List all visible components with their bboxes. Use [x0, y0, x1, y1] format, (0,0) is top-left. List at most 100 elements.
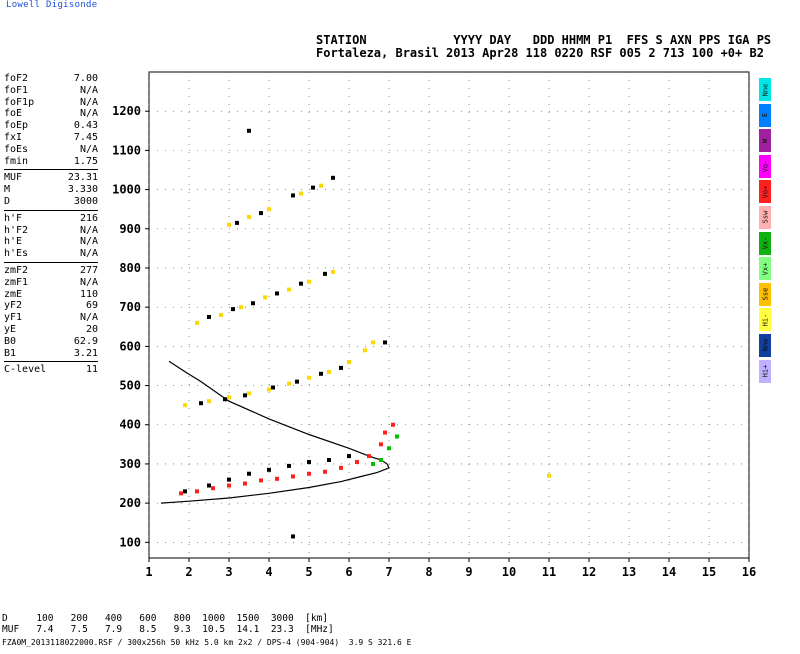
data-point	[219, 313, 223, 317]
data-point	[227, 483, 231, 488]
muf-table: D 100 200 400 600 800 1000 1500 3000 [km…	[2, 613, 334, 635]
param-key: MUF	[4, 172, 23, 184]
param-key: foE	[4, 108, 23, 120]
data-point	[379, 442, 383, 447]
param-key: B1	[4, 347, 17, 359]
param-value: 216	[79, 212, 98, 224]
data-point	[259, 211, 263, 216]
data-point	[211, 486, 215, 491]
x-tick-label: 8	[425, 565, 432, 579]
data-point	[179, 491, 183, 496]
data-point	[275, 291, 279, 296]
y-tick-label: 800	[119, 261, 141, 275]
data-point	[223, 397, 227, 402]
param-value: 0.43	[73, 120, 98, 132]
x-tick-label: 2	[185, 565, 192, 579]
data-point	[307, 375, 311, 380]
legend-item: Vo+	[759, 180, 771, 204]
y-tick-label: 1100	[112, 143, 141, 157]
param-key: foF1p	[4, 96, 35, 108]
x-tick-label: 9	[465, 565, 472, 579]
param-value: N/A	[79, 108, 98, 120]
legend-label: W	[761, 138, 769, 143]
data-point	[239, 305, 243, 310]
data-point	[271, 385, 275, 390]
legend-item: Sse	[759, 282, 771, 306]
data-point	[307, 471, 311, 476]
param-row: M 3.330	[4, 184, 98, 196]
data-point	[291, 193, 295, 198]
param-row: foF2 7.00	[4, 73, 98, 85]
param-row: zmF1 N/A	[4, 277, 98, 289]
x-tick-label: 3	[225, 565, 232, 579]
param-value: N/A	[79, 84, 98, 96]
param-value: N/A	[79, 236, 98, 248]
param-value: 23.31	[67, 172, 98, 184]
data-point	[327, 458, 331, 463]
param-separator	[4, 169, 98, 171]
legend-item: Nne	[759, 78, 771, 101]
legend-item: Ssw	[759, 205, 771, 229]
header-line-2: Fortaleza, Brasil 2013 Apr28 118 0220 RS…	[316, 46, 764, 60]
station-header: STATION YYYY DAY DDD HHMM P1 FFS S AXN P…	[316, 34, 771, 60]
legend-item: Vx-	[759, 231, 771, 255]
legend-item: W	[759, 129, 771, 153]
data-point	[327, 369, 331, 374]
muf-value-row: MUF 7.4 7.5 7.9 8.5 9.3 10.5 14.1 23.3 […	[2, 624, 334, 635]
data-point	[383, 340, 387, 345]
data-point	[227, 477, 231, 482]
data-point	[287, 381, 291, 386]
data-point	[367, 454, 371, 459]
param-separator	[4, 361, 98, 363]
legend-label: Nnw	[761, 339, 769, 352]
param-row: h'Es N/A	[4, 248, 98, 260]
param-key: fmin	[4, 155, 29, 167]
legend-label: Hi-	[761, 313, 769, 327]
param-key: yF1	[4, 312, 23, 324]
param-value: N/A	[79, 96, 98, 108]
param-row: D 3000	[4, 196, 98, 208]
data-point	[547, 473, 551, 478]
legend-label: Vo-	[761, 159, 769, 173]
param-value: 20	[85, 323, 98, 335]
param-row: fxI 7.45	[4, 132, 98, 144]
x-tick-label: 11	[542, 565, 556, 579]
param-value: 3.330	[67, 184, 98, 196]
data-point	[267, 467, 271, 472]
legend-item: Nnw	[759, 333, 771, 357]
data-point	[347, 360, 351, 365]
data-point	[183, 403, 187, 408]
data-point	[347, 454, 351, 459]
file-info: FZA0M_2013118022000.RSF / 300x256h 50 kH…	[2, 638, 412, 647]
param-row: foE N/A	[4, 108, 98, 120]
param-key: M	[4, 184, 11, 196]
param-key: foF1	[4, 84, 29, 96]
y-tick-label: 200	[119, 496, 141, 510]
x-tick-label: 1	[145, 565, 152, 579]
param-key: B0	[4, 335, 17, 347]
param-key: zmE	[4, 288, 23, 300]
legend-label: Nne	[761, 83, 769, 96]
param-key: zmF2	[4, 264, 29, 276]
data-point	[195, 489, 199, 494]
param-key: foEp	[4, 120, 29, 132]
data-point	[235, 220, 239, 225]
legend-label: E	[761, 112, 769, 118]
data-point	[227, 222, 231, 227]
x-tick-label: 6	[345, 565, 352, 579]
data-point	[371, 461, 375, 466]
data-point	[323, 469, 327, 474]
data-point	[295, 379, 299, 384]
param-value: 3000	[73, 195, 98, 207]
data-point	[299, 191, 303, 196]
data-point	[247, 471, 251, 476]
data-point	[319, 371, 323, 376]
param-value: 69	[85, 300, 98, 312]
param-key: D	[4, 195, 11, 207]
data-point	[287, 463, 291, 468]
data-point	[207, 483, 211, 488]
plot-frame	[148, 71, 750, 559]
param-row: foF1 N/A	[4, 85, 98, 97]
